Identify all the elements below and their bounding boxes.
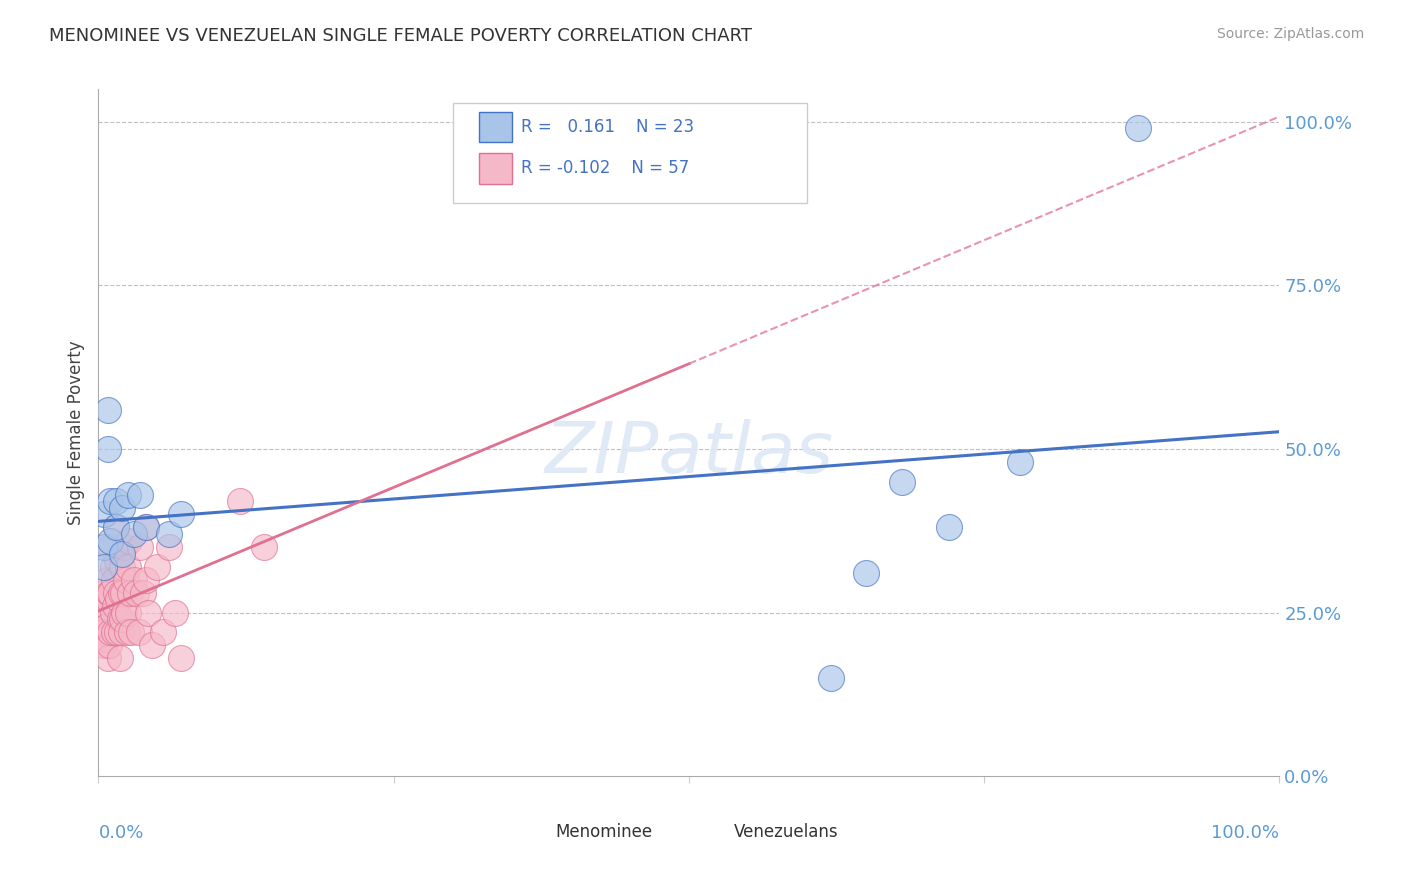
Point (136, 606, 159, 620)
Point (170, 508, 193, 522)
Text: Venezuelans: Venezuelans (734, 823, 838, 841)
Text: Menominee: Menominee (555, 823, 652, 841)
Point (128, 540, 150, 554)
Point (98, 625, 121, 640)
Point (93, 559, 115, 574)
Text: R = -0.102    N = 57: R = -0.102 N = 57 (522, 159, 689, 178)
Point (108, 612, 131, 626)
Point (97, 442, 120, 456)
Point (229, 494, 252, 508)
Point (91, 606, 114, 620)
Point (111, 559, 134, 574)
Point (98, 494, 121, 508)
Point (157, 540, 180, 554)
Point (93, 638, 115, 652)
Point (105, 494, 128, 508)
Point (107, 592, 129, 607)
Point (890, 475, 912, 489)
Point (117, 606, 139, 620)
FancyBboxPatch shape (478, 112, 512, 143)
Point (93, 508, 115, 522)
Point (855, 566, 877, 581)
Point (110, 586, 132, 600)
Point (103, 625, 125, 640)
Point (105, 625, 128, 640)
Point (108, 651, 131, 665)
Point (98, 638, 121, 652)
FancyBboxPatch shape (478, 153, 512, 184)
Text: MENOMINEE VS VENEZUELAN SINGLE FEMALE POVERTY CORRELATION CHART: MENOMINEE VS VENEZUELAN SINGLE FEMALE PO… (49, 27, 752, 45)
Point (118, 533, 141, 548)
Point (170, 651, 193, 665)
Y-axis label: Single Female Poverty: Single Female Poverty (66, 341, 84, 524)
Point (938, 520, 960, 534)
Point (135, 520, 157, 534)
Point (135, 520, 157, 534)
Point (141, 638, 163, 652)
Point (101, 606, 124, 620)
Text: 100.0%: 100.0% (1212, 824, 1279, 842)
Point (125, 586, 148, 600)
Point (93, 540, 115, 554)
Point (152, 625, 174, 640)
Point (146, 559, 169, 574)
Point (98, 586, 121, 600)
Point (93, 586, 115, 600)
Point (97, 402, 120, 417)
Point (128, 488, 150, 502)
Point (135, 573, 157, 587)
Point (105, 553, 128, 567)
Point (121, 625, 143, 640)
Point (120, 586, 142, 600)
Point (105, 586, 128, 600)
Point (115, 625, 138, 640)
Point (111, 547, 134, 561)
Point (98, 533, 121, 548)
Point (96, 573, 118, 587)
Point (94, 632, 117, 646)
Point (98, 540, 121, 554)
Point (128, 625, 150, 640)
Point (97, 592, 120, 607)
Point (157, 527, 180, 541)
Point (132, 586, 155, 600)
FancyBboxPatch shape (523, 818, 550, 847)
Point (112, 586, 135, 600)
Point (110, 625, 132, 640)
Point (91, 625, 114, 640)
FancyBboxPatch shape (700, 818, 727, 847)
Point (103, 573, 125, 587)
Point (104, 599, 127, 613)
Point (97, 651, 120, 665)
Point (1008, 455, 1031, 469)
Point (117, 559, 139, 574)
Point (122, 527, 145, 541)
Point (101, 559, 124, 574)
FancyBboxPatch shape (453, 103, 807, 202)
Point (1126, 121, 1149, 136)
Point (94, 599, 117, 613)
Point (96, 618, 118, 632)
Point (105, 520, 128, 534)
Point (98, 586, 121, 600)
Point (112, 606, 135, 620)
Point (117, 488, 139, 502)
Point (112, 540, 135, 554)
Text: Source: ZipAtlas.com: Source: ZipAtlas.com (1216, 27, 1364, 41)
Point (122, 573, 145, 587)
Point (820, 671, 842, 685)
Point (111, 500, 134, 515)
Point (253, 540, 276, 554)
Text: 0.0%: 0.0% (98, 824, 143, 842)
Text: ZIPatlas: ZIPatlas (544, 418, 834, 488)
Point (111, 612, 134, 626)
Point (165, 606, 187, 620)
Text: R =   0.161    N = 23: R = 0.161 N = 23 (522, 118, 695, 136)
Point (114, 573, 136, 587)
Point (105, 520, 128, 534)
